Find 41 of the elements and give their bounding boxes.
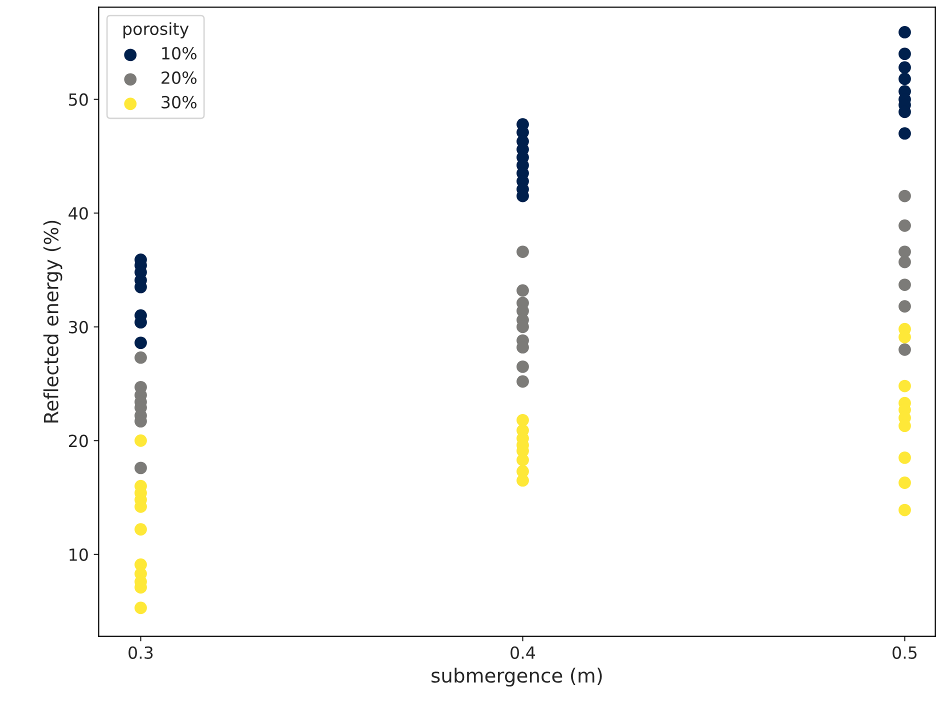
point xyxy=(898,219,911,232)
point xyxy=(898,246,911,258)
point xyxy=(134,351,147,364)
point xyxy=(898,380,911,392)
y-tick-label: 20 xyxy=(68,434,88,448)
x-tick-label: 0.5 xyxy=(892,646,917,659)
x-tick-label: 0.3 xyxy=(128,646,153,659)
y-tick-label: 40 xyxy=(68,207,88,220)
x-tick-label: 0.4 xyxy=(510,646,536,659)
point xyxy=(134,336,147,350)
x-axis-title: submergence (m) xyxy=(432,668,602,687)
point xyxy=(898,26,911,38)
point xyxy=(134,434,147,447)
point xyxy=(898,190,911,202)
point xyxy=(898,72,911,86)
point xyxy=(134,602,147,614)
point xyxy=(898,300,911,313)
point xyxy=(898,451,911,464)
y-tick-label: 50 xyxy=(69,93,88,106)
point xyxy=(516,414,529,426)
point xyxy=(516,246,529,258)
point xyxy=(898,343,911,356)
point xyxy=(898,476,911,489)
point xyxy=(898,256,911,268)
point xyxy=(134,462,147,474)
legend-label: 20% xyxy=(162,71,196,84)
point xyxy=(898,278,911,291)
point xyxy=(516,360,529,373)
legend-title: porosity xyxy=(123,22,189,38)
point xyxy=(516,375,529,388)
point xyxy=(516,284,529,297)
y-axis-title: Reflected energy (%) xyxy=(43,220,62,422)
point xyxy=(898,504,911,516)
point xyxy=(898,61,911,74)
y-tick-label: 10 xyxy=(70,548,88,561)
point xyxy=(134,523,147,536)
point xyxy=(898,48,911,60)
y-tick-label: 30 xyxy=(69,320,88,334)
legend-label: 10% xyxy=(162,46,196,60)
point xyxy=(898,127,911,140)
legend-label: 30% xyxy=(162,96,196,108)
